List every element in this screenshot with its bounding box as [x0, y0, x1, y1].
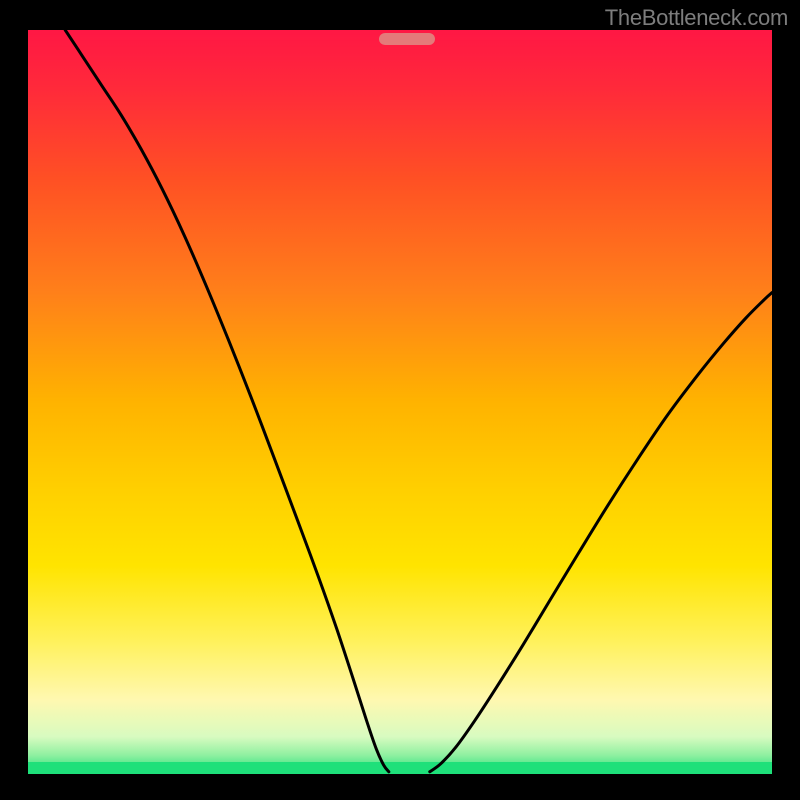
optimum-marker — [379, 33, 435, 45]
chart-canvas: TheBottleneck.com — [0, 0, 800, 800]
curve-right-branch — [430, 293, 772, 772]
curve-left-branch — [65, 30, 389, 772]
attribution-text: TheBottleneck.com — [605, 5, 788, 31]
bottleneck-curve — [28, 30, 772, 774]
plot-area — [28, 30, 772, 774]
